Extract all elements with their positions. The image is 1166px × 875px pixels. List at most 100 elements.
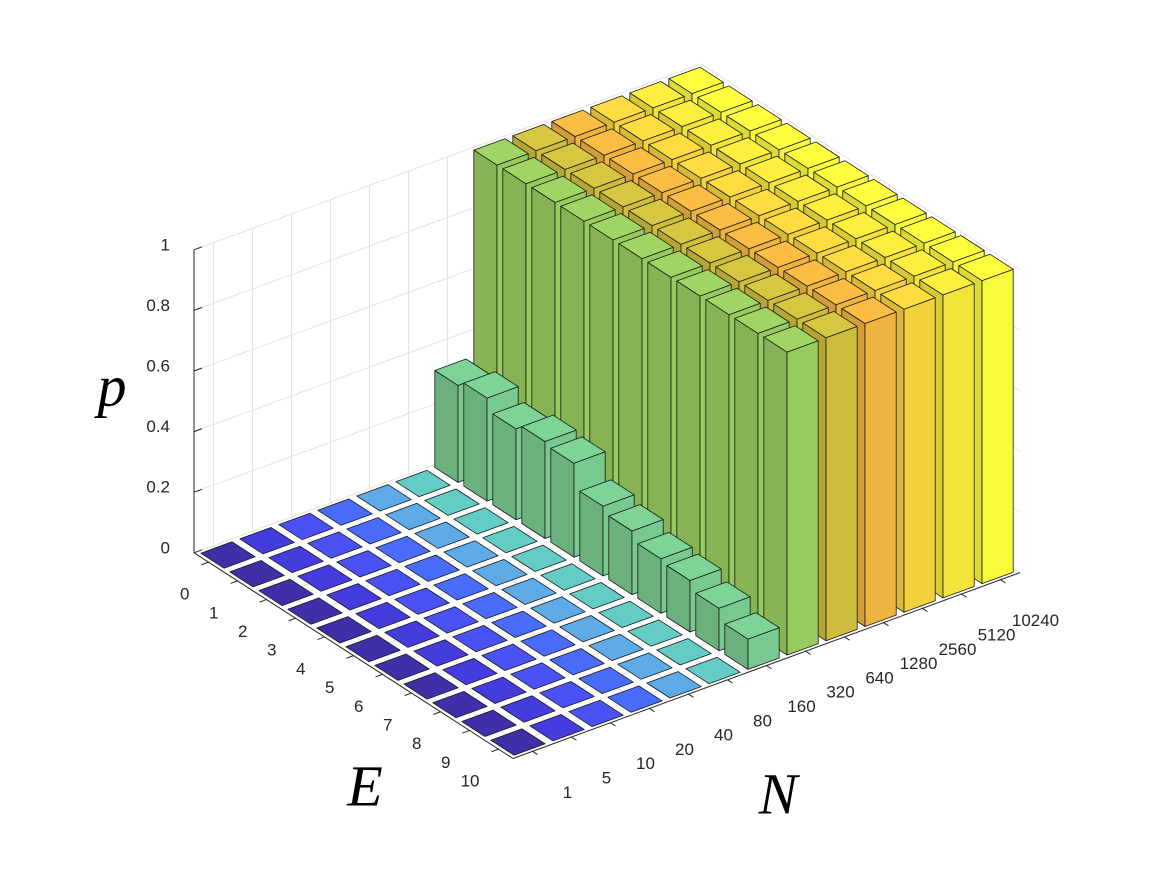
bar-top [452,625,508,653]
bar-top [607,685,663,713]
bar-top [473,138,529,166]
x-axis-title: N [758,761,801,826]
x-tick-label: 20 [675,740,694,759]
bar-top [453,507,509,535]
bar-top [471,676,527,704]
bar-top [619,114,675,142]
y-tick-label: 6 [354,697,363,716]
bar-top [686,236,742,264]
x-tick [649,708,655,713]
bar-top [521,414,577,442]
y-tick-label: 5 [325,678,334,697]
bar-top [258,578,314,606]
bar-top [696,203,752,231]
bar-top [530,596,586,624]
bar-top [764,207,820,235]
y-tick [404,692,412,697]
bar-top [239,527,295,555]
bar-top [842,178,898,207]
bar-top [482,526,538,554]
bar-top [685,656,741,685]
y-tick-label: 1 [209,603,218,622]
bar-top [637,532,693,560]
bar-top [646,671,702,699]
y-tick [288,617,296,622]
y-tick [230,580,238,584]
bar-side [550,447,575,558]
bar-top [394,587,450,615]
bar-top [365,568,421,597]
bar-top [414,521,470,549]
x-tick [1000,579,1006,584]
bar-top [578,666,634,694]
bar-top [346,517,402,545]
bar-top [500,695,556,723]
bar-top [697,85,753,113]
y-tick-label: 8 [412,734,421,753]
y-tick-label: 3 [267,641,276,660]
bar-top [442,658,498,686]
bar-top [356,484,412,512]
bar-top [755,122,811,151]
x-tick [961,593,967,598]
bar-top [793,226,849,254]
bar-top [744,273,800,301]
x-tick [571,736,577,741]
bar-top [687,118,743,146]
bar-top [375,535,431,564]
y-tick [346,655,354,659]
bar-top [413,639,469,667]
z-tick [193,488,203,493]
bar-front [864,311,897,627]
bar-top [539,681,595,709]
bar-top [666,553,722,581]
bar-top [754,240,810,268]
x-tick-label: 5120 [978,626,1016,645]
bar-top [695,581,751,609]
bar-top [326,583,382,611]
x-tick [805,650,811,655]
bar-top [726,104,782,132]
bar-side [463,382,488,502]
bar-top [919,268,975,296]
bar-top [734,306,790,334]
bar-top [851,263,907,291]
bar-top [958,253,1014,282]
bar-top [667,184,723,212]
z-tick [193,428,203,433]
x-tick-label: 2560 [939,640,977,659]
bar-top [551,109,607,137]
bar-side [521,426,546,539]
bar-top [229,560,285,588]
bar-top [627,619,683,647]
bar-top [461,709,517,737]
bar-top [609,147,665,175]
bar-top [278,512,334,540]
y-tick-label: 9 [441,753,450,772]
bar-top [531,175,587,203]
z-tick [193,367,203,372]
bar-top [432,691,488,719]
bar-top [657,217,713,245]
y-tick-label: 2 [238,622,247,641]
bar-top [317,498,373,526]
bar-top [724,612,780,640]
bar-top [822,244,878,273]
bar-top [510,662,566,690]
bar-top [355,601,411,630]
x-tick-label: 40 [714,726,733,745]
bar-top [861,230,917,258]
bar-top [529,714,585,742]
x-tick [766,665,772,670]
z-tick-label: 0.2 [146,478,170,497]
bar-top [589,213,645,241]
bar-top [677,151,733,179]
bar-top [784,141,840,169]
x-tick-label: 10240 [1012,611,1059,630]
bar-top [511,544,567,572]
x-tick [688,693,694,698]
bar-top [735,188,791,217]
bar-top [628,198,684,227]
x-tick [883,622,889,627]
